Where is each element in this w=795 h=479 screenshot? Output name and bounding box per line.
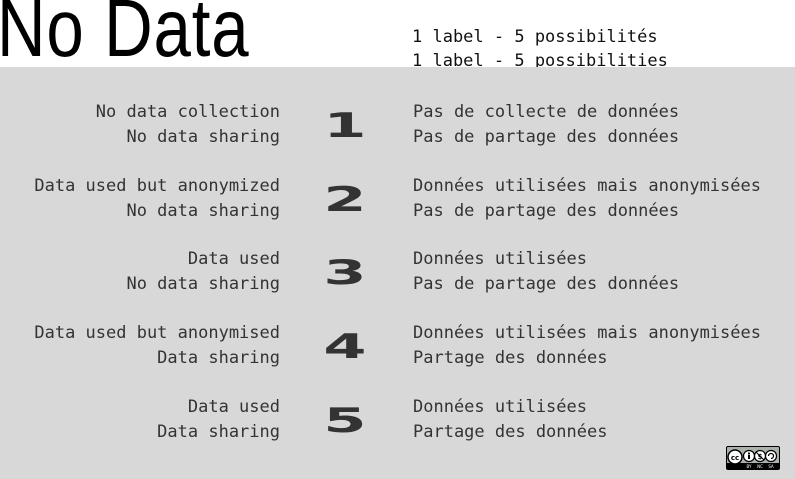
level-fr-line2: Partage des données	[413, 422, 608, 442]
level-en-line2: Data sharing	[157, 422, 280, 442]
level-en-text: Data used No data sharing	[126, 247, 280, 297]
level-en-text: Data used but anonymized No data sharing	[34, 174, 280, 224]
level-fr-line1: Données utilisées mais anonymisées	[413, 323, 761, 343]
level-number: 4	[323, 327, 367, 367]
subtitle-en: 1 label - 5 possibilities	[412, 51, 668, 71]
level-en-line2: No data sharing	[126, 201, 280, 221]
level-fr-line1: Pas de collecte de données	[413, 102, 680, 122]
level-en-line2: Data sharing	[157, 348, 280, 368]
level-en-line2: No data sharing	[126, 274, 280, 294]
svg-text:$: $	[758, 453, 763, 461]
level-fr-line2: Pas de partage des données	[413, 274, 680, 294]
level-row-3: Data used No data sharing 3 Données util…	[0, 247, 795, 299]
level-row-2: Data used but anonymized No data sharing…	[0, 174, 795, 226]
level-fr-text: Pas de collecte de données Pas de partag…	[413, 100, 679, 150]
header: No Data 1 label - 5 possibilités 1 label…	[0, 0, 795, 74]
cc-nc-label: NC	[757, 464, 763, 469]
level-number: 5	[323, 401, 367, 441]
subtitle-fr: 1 label - 5 possibilités	[412, 27, 658, 47]
level-fr-line1: Données utilisées mais anonymisées	[413, 176, 761, 196]
level-en-line1: Data used but anonymized	[34, 176, 280, 196]
level-number: 2	[323, 180, 367, 220]
level-en-line1: No data collection	[95, 102, 280, 122]
level-fr-line1: Données utilisées	[413, 397, 587, 417]
levels-panel: No data collection No data sharing 1 Pas…	[0, 67, 795, 479]
level-en-text: Data used Data sharing	[157, 395, 280, 445]
level-fr-text: Données utilisées Partage des données	[413, 395, 607, 445]
level-fr-line2: Pas de partage des données	[413, 127, 680, 147]
level-en-line2: No data sharing	[126, 127, 280, 147]
cc-by-nc-sa-icon: cc $ BY NC SA	[726, 446, 780, 470]
level-en-text: No data collection No data sharing	[96, 100, 280, 150]
level-number: 3	[323, 253, 367, 293]
level-en-line1: Data used	[187, 397, 280, 417]
level-fr-text: Données utilisées mais anonymisées Pas d…	[413, 174, 761, 224]
level-en-text: Data used but anonymised Data sharing	[34, 321, 280, 371]
level-fr-text: Données utilisées mais anonymisées Parta…	[413, 321, 761, 371]
level-row-4: Data used but anonymised Data sharing 4 …	[0, 321, 795, 373]
level-fr-line1: Données utilisées	[413, 249, 587, 269]
level-row-5: Data used Data sharing 5 Données utilisé…	[0, 395, 795, 447]
level-number: 1	[323, 106, 367, 146]
subtitle: 1 label - 5 possibilités 1 label - 5 pos…	[412, 25, 668, 73]
page-title: No Data	[0, 0, 250, 74]
cc-sa-label: SA	[768, 464, 774, 469]
level-row-1: No data collection No data sharing 1 Pas…	[0, 100, 795, 152]
svg-text:cc: cc	[731, 454, 739, 462]
level-fr-text: Données utilisées Pas de partage des don…	[413, 247, 679, 297]
level-en-line1: Data used but anonymised	[34, 323, 280, 343]
level-en-line1: Data used	[187, 249, 280, 269]
cc-by-label: BY	[747, 464, 753, 469]
level-fr-line2: Pas de partage des données	[413, 201, 680, 221]
level-fr-line2: Partage des données	[413, 348, 608, 368]
